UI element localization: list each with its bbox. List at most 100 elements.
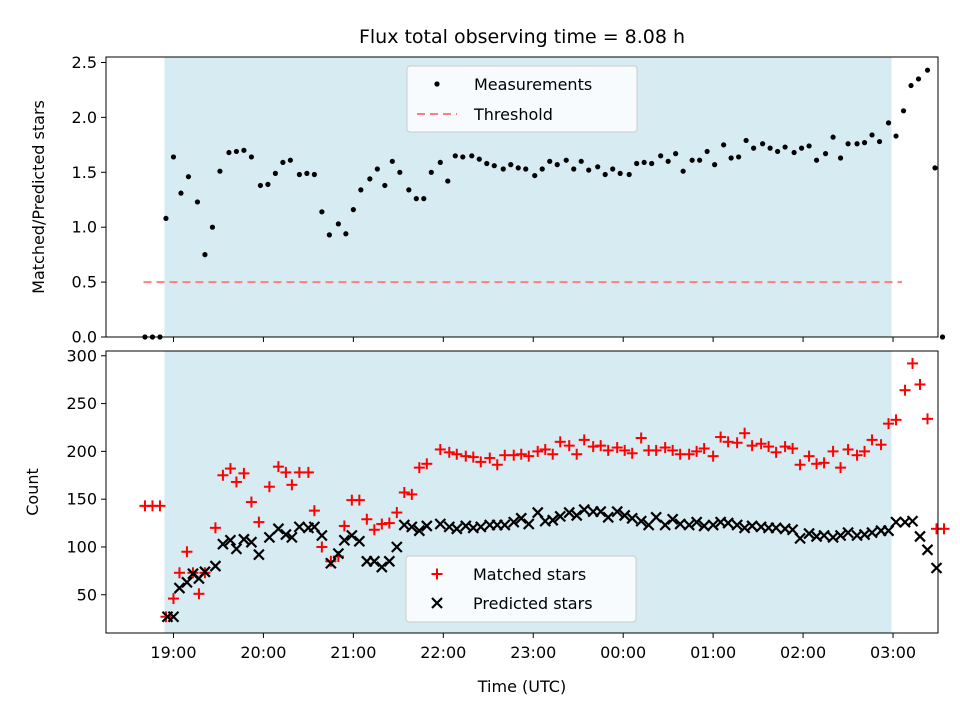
predicted-star-point (707, 519, 719, 531)
matched-star-point (611, 442, 623, 454)
measurement-point (178, 190, 184, 196)
measurement-point (491, 163, 497, 169)
measurement-point (397, 169, 403, 175)
matched-star-point (224, 463, 236, 475)
predicted-star-point (731, 519, 743, 531)
measurement-point (389, 158, 395, 164)
measurement-point (610, 166, 616, 172)
ratio-y-tick-label: 0.5 (72, 273, 97, 292)
measurement-point (421, 196, 427, 202)
measurement-point (665, 158, 671, 164)
predicted-star-point (546, 514, 559, 526)
matched-star-point (421, 458, 433, 470)
predicted-star-point (498, 519, 511, 531)
predicted-star-point (181, 576, 193, 589)
count-legend-box (405, 555, 637, 623)
measurement-point (428, 169, 434, 175)
predicted-star-point (263, 531, 276, 544)
measurement-point (586, 167, 592, 173)
ratio-panel: 0.0 0.5 1.0 1.5 2.0 2.5 Flux total observing … (29, 26, 946, 347)
x-tick-label: 22:00 (420, 643, 466, 662)
matched-star-point (787, 443, 799, 455)
matched-star-point (484, 452, 496, 464)
measurement-point (876, 138, 883, 145)
matched-star-point (859, 445, 871, 457)
measurement-point (484, 160, 490, 167)
measurement-point (595, 164, 601, 170)
legend-matched-label: Matched stars (473, 565, 586, 584)
x-tick-label: 21:00 (330, 643, 376, 662)
predicted-star-point (391, 541, 403, 553)
measurement-point (634, 160, 640, 167)
measurement-point (304, 170, 310, 176)
x-tick-label: 02:00 (780, 643, 826, 662)
measurement-point (571, 166, 577, 172)
measurement-point (861, 140, 868, 146)
measurement-point (915, 76, 922, 82)
count-y-axis-label: Count (23, 468, 42, 516)
measurement-point (697, 157, 703, 163)
matched-star-point (302, 466, 314, 478)
legend-matched-marker (431, 568, 443, 580)
matched-star-point (691, 445, 703, 457)
predicted-star-point (286, 531, 298, 544)
measurement-point (932, 165, 938, 171)
predicted-star-point (890, 516, 902, 528)
measurement-point (736, 154, 742, 160)
matched-star-point (253, 516, 265, 528)
matched-star-point (238, 467, 250, 479)
matched-star-point (181, 546, 193, 558)
matched-star-point (173, 567, 185, 579)
ratio-y-tick-label: 1.5 (72, 163, 97, 182)
predicted-star-point (866, 526, 878, 539)
predicted-star-point (507, 516, 520, 528)
measurement-point (547, 158, 553, 164)
predicted-star-point (930, 562, 943, 574)
predicted-star-point (635, 515, 647, 527)
measurement-point (217, 168, 223, 174)
measurement-point (500, 166, 506, 172)
count-y-tick-label: 50 (77, 585, 97, 604)
predicted-star-point (522, 518, 535, 530)
predicted-star-point (230, 543, 243, 555)
predicted-star-point (794, 532, 806, 545)
matched-star-point (193, 588, 205, 600)
matched-star-point (263, 481, 275, 493)
matched-star-point (217, 469, 229, 481)
predicted-star-point (238, 533, 250, 546)
measurement-point (445, 178, 451, 184)
matched-star-point (922, 413, 934, 425)
measurement-point (437, 159, 443, 166)
predicted-star-point (666, 513, 679, 526)
count-y-tick-label: 100 (66, 537, 97, 556)
matched-star-point (883, 418, 895, 430)
matched-star-point (578, 434, 590, 446)
predicted-star-point (253, 548, 265, 561)
matched-star-point (523, 450, 535, 462)
legend-matched-glyph (431, 568, 443, 580)
matched-star-point (406, 488, 418, 500)
matched-star-point (338, 520, 350, 532)
measurement-point (791, 149, 797, 156)
predicted-star-point (451, 523, 463, 535)
measurement-point (728, 155, 734, 161)
ratio-measurements (142, 67, 946, 340)
measurement-point (767, 145, 773, 151)
matched-star-point (818, 457, 830, 469)
measurement-point (272, 170, 278, 176)
matched-star-point (308, 505, 320, 517)
measurement-point (845, 141, 851, 147)
count-axis-ticks: 50 100 150 200 250 300 19:00 20:00 21:00 22:00 23:… (66, 346, 916, 662)
measurement-point (658, 153, 664, 159)
x-tick-label: 00:00 (600, 643, 646, 662)
predicted-star-point (173, 582, 186, 594)
measurement-point (704, 148, 710, 155)
matched-star-point (914, 378, 926, 390)
matched-star-point (803, 450, 815, 462)
predicted-star-point (316, 529, 328, 542)
matched-star-point (707, 450, 719, 462)
matched-star-point (866, 434, 878, 446)
measurement-point (893, 133, 899, 139)
count-panel: 50 100 150 200 250 300 19:00 20:00 21:00 22:00 23:… (23, 346, 950, 696)
